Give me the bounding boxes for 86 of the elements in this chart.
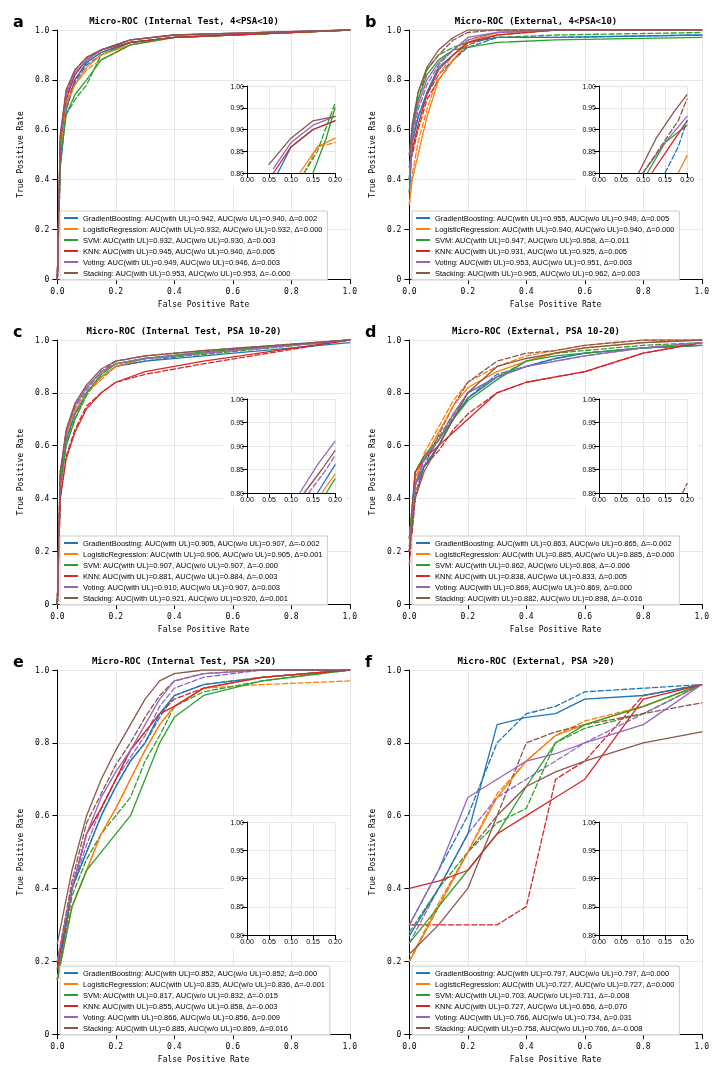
text: c [13, 321, 23, 341]
x-tick-label: 0.0 [402, 286, 417, 296]
text: d [365, 321, 377, 341]
x-tick-label: 0.0 [402, 611, 417, 621]
x-tick-label: 0.4 [519, 1041, 534, 1051]
y-tick-label: 1.0 [386, 335, 402, 345]
y-tick-label: 0.4 [386, 883, 402, 893]
y-axis-title: True Positive Rate [15, 428, 25, 516]
y-tick-label: 0.8 [34, 738, 50, 748]
x-axis-title: False Positive Rate [509, 299, 602, 309]
x-tick-label: 0.2 [108, 286, 124, 296]
x-tick-label: 0.2 [108, 611, 124, 621]
y-tick-label: 0.6 [386, 811, 402, 821]
y-tick-label: 0.6 [386, 441, 402, 451]
text: a [13, 11, 24, 31]
y-tick-label: 0.8 [386, 388, 402, 398]
y-tick-label: 0 [396, 274, 402, 284]
x-tick-label: 0.8 [636, 1041, 651, 1051]
x-tick-label: 0.0 [402, 1041, 417, 1051]
x-tick-label: 0.2 [460, 611, 476, 621]
y-tick-label: 0.6 [34, 441, 50, 451]
x-tick-label: 1.0 [694, 611, 710, 621]
chart-title: Micro-ROC (Internal Test, PSA >20) [91, 655, 277, 666]
text: b [365, 11, 377, 31]
y-tick-label: 0 [44, 1029, 50, 1039]
y-tick-label: 1.0 [386, 25, 402, 35]
x-tick-label: 0.4 [167, 286, 182, 296]
x-tick-label: 1.0 [694, 286, 710, 296]
x-axis-title: False Positive Rate [509, 624, 602, 634]
y-tick-label: 0 [396, 599, 402, 609]
x-tick-label: 0.8 [284, 611, 299, 621]
x-tick-label: 1.0 [342, 286, 358, 296]
chart-title: Micro-ROC (External, 4<PSA<10) [454, 15, 618, 26]
x-tick-label: 0.8 [284, 1041, 299, 1051]
x-tick-label: 1.0 [342, 1041, 358, 1051]
x-tick-label: 0.2 [108, 1041, 124, 1051]
x-tick-label: 0.8 [636, 286, 651, 296]
x-tick-label: 0.4 [519, 611, 534, 621]
y-tick-label: 0 [396, 1029, 402, 1039]
y-axis-title: True Positive Rate [15, 808, 25, 896]
y-tick-label: 0.2 [386, 224, 402, 234]
x-tick-label: 0.0 [50, 286, 65, 296]
chart-title: Micro-ROC (External, PSA >20) [457, 655, 615, 666]
x-axis-title: False Positive Rate [157, 624, 250, 634]
text: e [13, 651, 24, 671]
y-tick-label: 1.0 [34, 665, 50, 675]
y-tick-label: 0.8 [386, 75, 402, 85]
y-tick-label: 0.8 [34, 388, 50, 398]
text: f [365, 651, 373, 671]
x-tick-label: 0.4 [167, 611, 182, 621]
y-tick-label: 0.2 [34, 956, 50, 966]
y-axis-title: True Positive Rate [367, 111, 377, 198]
y-axis-title: True Positive Rate [367, 428, 377, 516]
y-tick-label: 0.2 [386, 546, 402, 556]
x-tick-label: 1.0 [694, 1041, 710, 1051]
chart-title: Micro-ROC (Internal Test, 4<PSA<10) [89, 15, 279, 26]
x-tick-label: 0.0 [50, 1041, 65, 1051]
y-tick-label: 0 [44, 274, 50, 284]
x-tick-label: 0.2 [460, 286, 476, 296]
x-tick-label: 0.0 [50, 611, 65, 621]
y-tick-label: 0.6 [34, 125, 50, 135]
y-tick-label: 0 [44, 599, 50, 609]
x-axis-title: False Positive Rate [157, 1054, 250, 1064]
x-axis-title: False Positive Rate [157, 299, 250, 309]
y-tick-label: 0.2 [34, 224, 50, 234]
y-tick-label: 0.8 [34, 75, 50, 85]
chart-title: Micro-ROC (Internal Test, PSA 10-20) [86, 325, 282, 336]
x-tick-label: 0.8 [636, 611, 651, 621]
y-tick-label: 1.0 [386, 665, 402, 675]
chart-title: Micro-ROC (External, PSA 10-20) [452, 325, 620, 336]
y-tick-label: 0.4 [34, 883, 50, 893]
x-tick-label: 0.4 [167, 1041, 182, 1051]
y-tick-label: 0.2 [34, 546, 50, 556]
y-tick-label: 0.6 [34, 811, 50, 821]
x-axis-title: False Positive Rate [509, 1054, 602, 1064]
y-tick-label: 0.6 [386, 125, 402, 135]
y-tick-label: 1.0 [34, 25, 50, 35]
x-tick-label: 0.2 [460, 1041, 476, 1051]
x-tick-label: 1.0 [342, 611, 358, 621]
y-axis-title: True Positive Rate [15, 111, 25, 198]
y-tick-label: 0.8 [386, 738, 402, 748]
y-axis-title: True Positive Rate [367, 808, 377, 896]
x-tick-label: 0.4 [519, 286, 534, 296]
y-tick-label: 0.2 [386, 956, 402, 966]
y-tick-label: 1.0 [34, 335, 50, 345]
x-tick-label: 0.8 [284, 286, 299, 296]
